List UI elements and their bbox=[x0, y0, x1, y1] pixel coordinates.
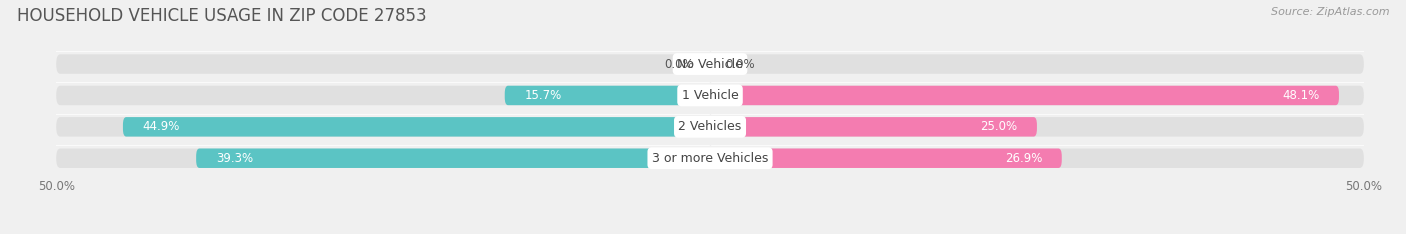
Text: 44.9%: 44.9% bbox=[142, 120, 180, 133]
FancyBboxPatch shape bbox=[710, 149, 1062, 168]
Text: 39.3%: 39.3% bbox=[215, 152, 253, 165]
Text: 0.0%: 0.0% bbox=[665, 58, 695, 71]
Text: 1 Vehicle: 1 Vehicle bbox=[682, 89, 738, 102]
FancyBboxPatch shape bbox=[56, 54, 1364, 74]
Text: 0.0%: 0.0% bbox=[725, 58, 755, 71]
Text: 3 or more Vehicles: 3 or more Vehicles bbox=[652, 152, 768, 165]
Text: 26.9%: 26.9% bbox=[1005, 152, 1042, 165]
Text: 48.1%: 48.1% bbox=[1282, 89, 1319, 102]
FancyBboxPatch shape bbox=[56, 86, 1364, 105]
Text: 25.0%: 25.0% bbox=[980, 120, 1018, 133]
Text: No Vehicle: No Vehicle bbox=[678, 58, 742, 71]
FancyBboxPatch shape bbox=[710, 117, 1038, 137]
FancyBboxPatch shape bbox=[56, 117, 1364, 137]
Text: Source: ZipAtlas.com: Source: ZipAtlas.com bbox=[1271, 7, 1389, 17]
Text: HOUSEHOLD VEHICLE USAGE IN ZIP CODE 27853: HOUSEHOLD VEHICLE USAGE IN ZIP CODE 2785… bbox=[17, 7, 426, 25]
FancyBboxPatch shape bbox=[56, 149, 1364, 168]
Text: 15.7%: 15.7% bbox=[524, 89, 561, 102]
Text: 2 Vehicles: 2 Vehicles bbox=[679, 120, 741, 133]
FancyBboxPatch shape bbox=[505, 86, 710, 105]
FancyBboxPatch shape bbox=[122, 117, 710, 137]
FancyBboxPatch shape bbox=[197, 149, 710, 168]
FancyBboxPatch shape bbox=[710, 86, 1339, 105]
